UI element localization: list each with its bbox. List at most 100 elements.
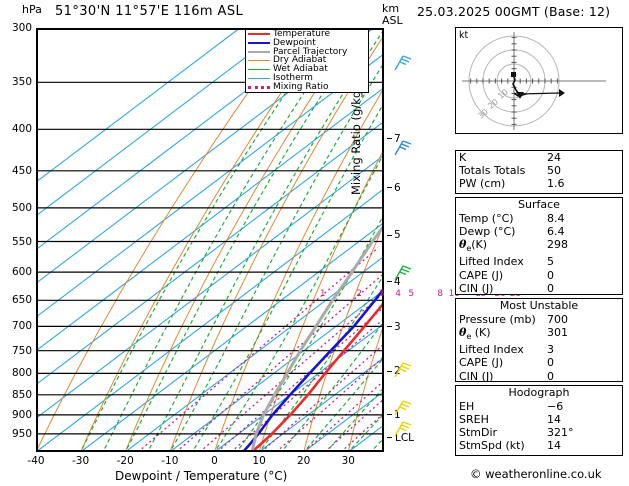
height-tick-label: 2 (387, 365, 401, 377)
hodograph-stat-row: StmSpd (kt) 14 (456, 439, 622, 452)
temperature-tick-label: 20 (297, 455, 311, 467)
legend-label: Isotherm (273, 72, 313, 83)
surface-key: CIN (J) (459, 281, 494, 295)
wind-barb (390, 263, 412, 287)
temperature-tick-label: 10 (252, 455, 266, 467)
most-unstable-value: 0 (547, 356, 554, 370)
wind-barb (390, 398, 412, 422)
height-tick-label: 4 (387, 276, 401, 288)
surface-row: CIN (J) 0 (456, 282, 622, 295)
surface-heading: Surface (518, 198, 560, 211)
legend-item: Parcel Trajectory (246, 46, 368, 57)
hodograph-stat-key: StmDir (459, 425, 498, 439)
pressure-tick-label: 950 (11, 427, 32, 440)
legend-item: Mixing Ratio (246, 81, 368, 92)
legend-label: Mixing Ratio (273, 81, 329, 92)
most-unstable-key: θe (K) (459, 325, 491, 341)
surface-value: 6.4 (547, 224, 565, 238)
skewt-diagram (36, 28, 384, 452)
temperature-tick-label: -40 (27, 455, 45, 467)
most-unstable-value: 3 (547, 343, 554, 357)
hodograph-stats-panel: Hodograph EH −6 SREH 14 StmDir 321° StmSpd (kt)… (455, 385, 623, 456)
legend-item: Dewpoint (246, 38, 368, 48)
legend-item: Isotherm (246, 72, 368, 83)
most-unstable-value: 700 (547, 312, 568, 326)
pressure-tick-label: 400 (11, 123, 32, 136)
pressure-tick-label: 450 (11, 164, 32, 177)
hodograph-stat-value: 14 (547, 412, 561, 426)
pressure-tick-label: 750 (11, 344, 32, 357)
pressure-tick-label: 300 (11, 22, 32, 34)
surface-key: Dewp (°C) (459, 224, 516, 238)
surface-value: 5 (547, 255, 554, 269)
surface-key: Lifted Index (459, 255, 524, 269)
most-unstable-key: Lifted Index (459, 343, 524, 357)
pressure-tick-label: 800 (11, 367, 32, 380)
profile-line-parcel-trajectory (250, 222, 384, 452)
wind-barb-column (386, 28, 426, 452)
most-unstable-key: CAPE (J) (459, 356, 504, 370)
temperature-tick-label: 30 (341, 455, 355, 467)
most-unstable-key: Pressure (mb) (459, 312, 536, 326)
legend-color-swatch (248, 69, 270, 71)
height-unit-label-km: km (382, 2, 400, 15)
legend-color-swatch (248, 50, 270, 53)
hodograph-stat-key: SREH (459, 412, 489, 426)
hodograph-ring-label: 10 (496, 87, 510, 100)
pressure-tick-label: 350 (11, 76, 32, 89)
most-unstable-value: 301 (547, 325, 568, 339)
skewt-canvas (36, 28, 384, 452)
most-unstable-row: CIN (J) 0 (456, 370, 622, 383)
legend-item: Wet Adiabat (246, 65, 368, 74)
index-value: 1.6 (547, 177, 565, 191)
hodograph-stat-value: −6 (547, 399, 564, 413)
index-key: Totals Totals (459, 164, 526, 178)
hodograph-unit-label: kt (459, 30, 469, 41)
legend: Temperature Dewpoint Parcel Trajectory Dry … (245, 29, 369, 93)
index-value: 24 (547, 151, 561, 164)
surface-panel: Surface Temp (°C) 8.4 Dewp (°C) 6.4 θe(K) 298 L… (455, 197, 623, 295)
pressure-tick-label: 900 (11, 408, 32, 421)
lcl-marker-label: LCL (387, 432, 414, 444)
surface-row: Dewp (°C) 6.4 (456, 225, 622, 238)
index-row: Totals Totals 50 (456, 164, 622, 177)
hodograph-stat-row: SREH 14 (456, 413, 622, 426)
hodograph-stat-value: 14 (547, 439, 561, 453)
profile-line-temperature (250, 300, 384, 452)
hodograph-stat-key: EH (459, 399, 475, 413)
height-axis: 1 2 3 4 5 6 7 LCL (385, 28, 425, 452)
temperature-tick-label: 0 (211, 455, 218, 467)
indices-panel: K 24 Totals Totals 50 PW (cm) 1.6 (455, 150, 623, 194)
wind-barb (390, 138, 412, 162)
hodograph-stat-key: StmSpd (kt) (459, 439, 525, 453)
legend-label: Parcel Trajectory (273, 46, 348, 57)
index-row: K 24 (456, 151, 622, 164)
copyright-notice: © weatheronline.co.uk (470, 467, 602, 481)
temperature-tick-label: -30 (72, 455, 90, 467)
surface-key: Temp (°C) (459, 211, 514, 225)
hodograph-stat-heading: Hodograph (508, 386, 570, 399)
most-unstable-key: CIN (J) (459, 369, 494, 383)
temperature-tick-label: -10 (161, 455, 179, 467)
temperature-tick-label: -20 (116, 455, 134, 467)
legend-color-swatch (248, 42, 270, 45)
forecast-datetime: 25.03.2025 00GMT (Base: 12) (417, 4, 611, 19)
pressure-axis: 300 350 400 450 500 550 600 650 700 750 800 850 900 9… (0, 22, 34, 452)
legend-color-swatch (248, 77, 270, 79)
height-tick-label: 6 (387, 182, 401, 194)
pressure-tick-label: 600 (11, 266, 32, 279)
surface-value: 298 (547, 237, 568, 251)
height-tick-label: 1 (387, 409, 401, 421)
most-unstable-row: CAPE (J) 0 (456, 356, 622, 369)
page-title: 51°30'N 11°57'E 116m ASL (55, 4, 244, 19)
height-tick-label: 3 (387, 321, 401, 333)
legend-label: Wet Adiabat (273, 64, 328, 75)
pressure-tick-label: 700 (11, 320, 32, 333)
most-unstable-value: 0 (547, 369, 554, 383)
surface-key: CAPE (J) (459, 268, 504, 282)
surface-value: 0 (547, 281, 554, 295)
wind-barb (390, 53, 412, 77)
surface-row: Temp (°C) 8.4 (456, 212, 622, 225)
hodograph-stat-value: 321° (547, 425, 574, 439)
